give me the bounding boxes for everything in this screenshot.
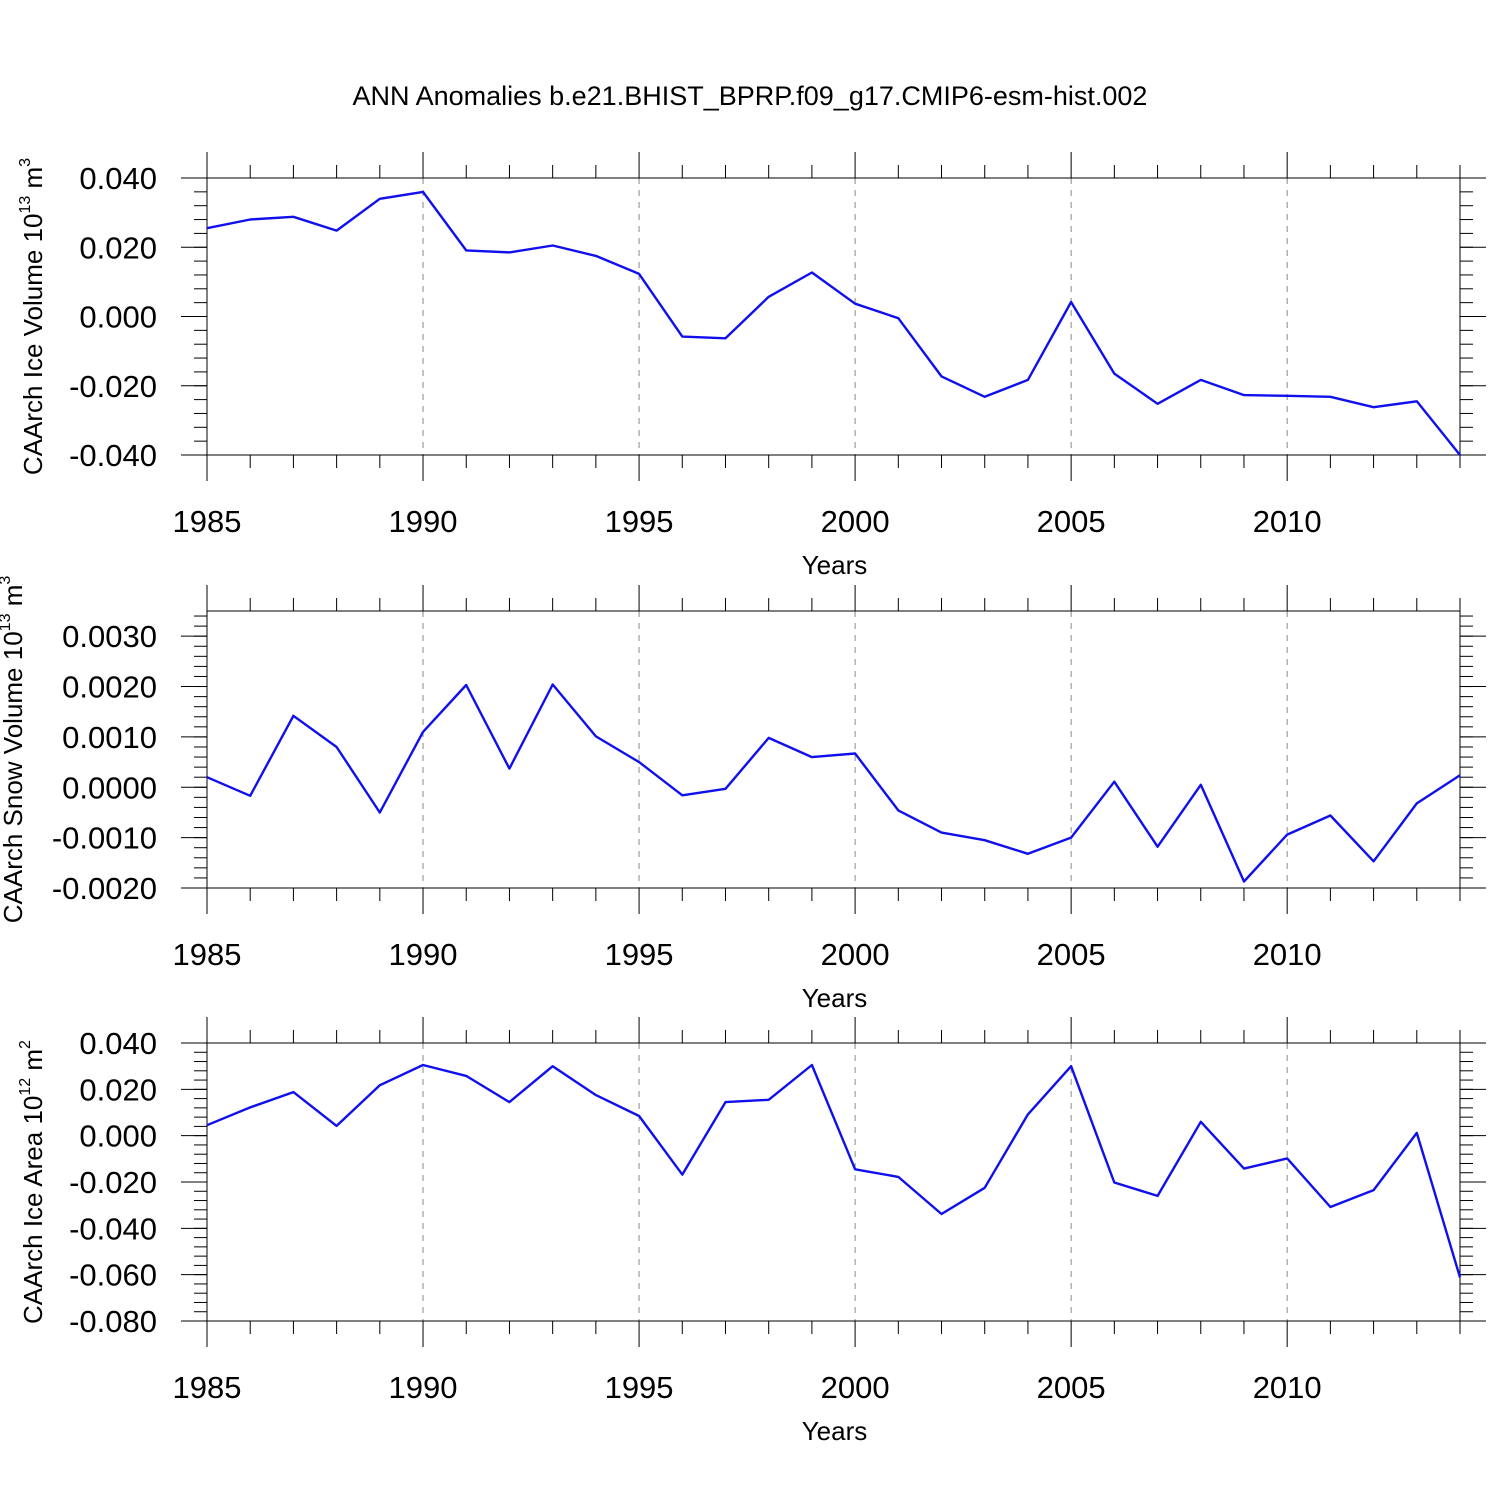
y-tick-label: 0.0020 <box>62 670 157 705</box>
y-tick-label: 0.000 <box>79 1119 157 1154</box>
y-tick-label: -0.080 <box>69 1304 157 1339</box>
x-tick-label: 1995 <box>605 504 674 539</box>
y-tick-label: -0.060 <box>69 1258 157 1293</box>
x-tick-label: 1985 <box>173 937 242 972</box>
panels: -0.040 -0.020 0.000 0.020 0.040 1985 1990 1995 2… <box>0 152 1486 1446</box>
y-axis-label-unit: m <box>0 585 28 614</box>
x-tick-label: 1990 <box>389 937 458 972</box>
x-tick-label: 1985 <box>173 504 242 539</box>
x-tick-label: 2010 <box>1253 504 1322 539</box>
y-tick-label: -0.020 <box>69 369 157 404</box>
y-tick-label: -0.040 <box>69 438 157 473</box>
y-tick-label: 0.040 <box>79 1026 157 1061</box>
y-axis-label: CAArch Ice Area 1012 m2 <box>17 1040 48 1324</box>
panel-1: -0.040 -0.020 0.000 0.020 0.040 1985 1990 1995 2… <box>17 152 1486 580</box>
plot-frame <box>206 177 1461 456</box>
x-tick-label: 2010 <box>1253 937 1322 972</box>
y-axis-label-exp: 13 <box>0 613 14 631</box>
x-tick-label: 1995 <box>605 937 674 972</box>
x-tick-label: 2005 <box>1037 937 1106 972</box>
y-tick-label: -0.0010 <box>52 821 157 856</box>
y-axis-label: CAArch Snow Volume 1013 m3 <box>0 576 28 924</box>
y-tick-label: 0.0030 <box>62 619 157 654</box>
y-axis-label-unit: m <box>18 167 48 196</box>
y-axis-label-exp: 13 <box>17 196 34 214</box>
x-axis-label: Years <box>802 983 868 1013</box>
y-axis-label-unit-exp: 3 <box>17 158 34 167</box>
x-tick-label: 1985 <box>173 1370 242 1405</box>
plot-frame <box>206 1042 1461 1322</box>
x-tick-label: 1990 <box>389 1370 458 1405</box>
x-tick-label: 2010 <box>1253 1370 1322 1405</box>
y-axis-label-unit: m <box>18 1049 48 1078</box>
x-tick-label: 1990 <box>389 504 458 539</box>
y-tick-label: 0.0010 <box>62 720 157 755</box>
x-tick-label: 2000 <box>821 504 890 539</box>
series-line <box>206 683 1461 883</box>
series-line <box>206 190 1461 456</box>
y-axis-label-exp: 12 <box>17 1078 34 1096</box>
y-axis-label-unit-exp: 2 <box>17 1040 34 1049</box>
y-axis-label-text: CAArch Snow Volume 10 <box>0 631 28 923</box>
panel-3: -0.080 -0.060 -0.040 -0.020 0.000 0.020 0.040 1… <box>17 1017 1486 1446</box>
y-axis-label: CAArch Ice Volume 1013 m3 <box>17 158 48 475</box>
x-tick-label: 2005 <box>1037 1370 1106 1405</box>
y-axis-label-unit-exp: 3 <box>0 576 14 585</box>
x-tick-label: 2000 <box>821 937 890 972</box>
y-tick-label: 0.0000 <box>62 770 157 805</box>
y-tick-label: 0.020 <box>79 1072 157 1107</box>
plot-frame <box>206 610 1461 889</box>
x-tick-label: 2000 <box>821 1370 890 1405</box>
y-tick-label: -0.0020 <box>52 871 157 906</box>
y-tick-label: 0.000 <box>79 300 157 335</box>
x-tick-label: 2005 <box>1037 504 1106 539</box>
x-axis-label: Years <box>802 1416 868 1446</box>
y-tick-label: -0.020 <box>69 1165 157 1200</box>
y-tick-label: 0.020 <box>79 230 157 265</box>
chart-title: ANN Anomalies b.e21.BHIST_BPRP.f09_g17.C… <box>353 81 1148 111</box>
y-tick-label: -0.040 <box>69 1211 157 1246</box>
x-axis-label: Years <box>802 550 868 580</box>
y-axis-label-text: CAArch Ice Area 10 <box>18 1096 48 1324</box>
y-axis-label-text: CAArch Ice Volume 10 <box>18 214 48 476</box>
panel-2: -0.0020 -0.0010 0.0000 0.0010 0.0020 0.0030 19… <box>0 576 1486 1013</box>
x-tick-label: 1995 <box>605 1370 674 1405</box>
y-tick-label: 0.040 <box>79 161 157 196</box>
series-line <box>206 1063 1462 1278</box>
